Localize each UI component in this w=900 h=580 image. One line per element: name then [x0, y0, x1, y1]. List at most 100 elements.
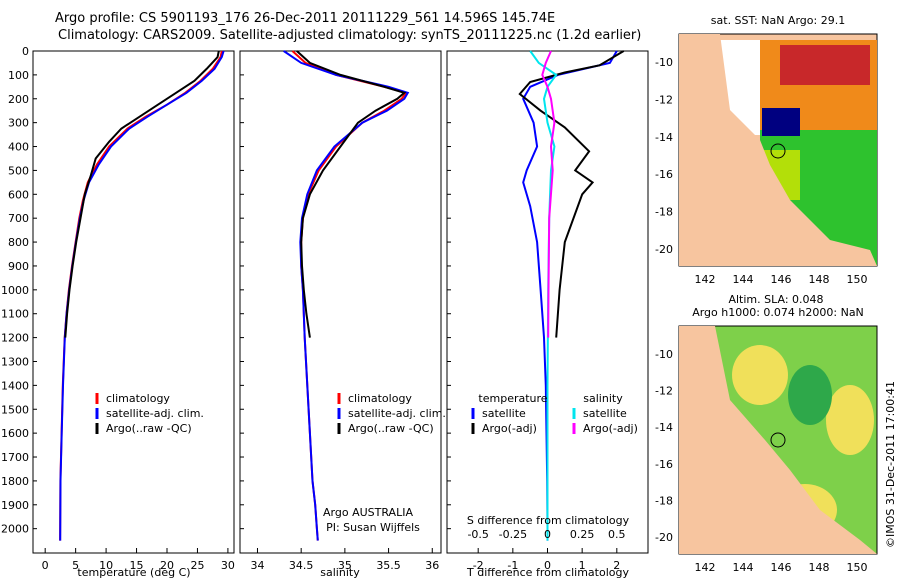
- sst-lon-tick-label: 142: [695, 273, 716, 286]
- diff-legend-s-title: salinity: [583, 392, 623, 405]
- sst-map-title: sat. SST: NaN Argo: 29.1: [711, 14, 845, 27]
- diff-x-tick-label: 1: [579, 559, 586, 572]
- sst-lat-tick-label: -16: [655, 168, 673, 181]
- sst-lon-tick-label: 150: [847, 273, 868, 286]
- temp-x-tick-label: 30: [221, 559, 235, 572]
- diff-series-3: [541, 50, 556, 338]
- depth-tick-label: 500: [8, 164, 29, 177]
- depth-tick-label: 700: [8, 212, 29, 225]
- sal-series-1: [283, 50, 410, 541]
- temp-x-tick-label: 10: [99, 559, 113, 572]
- temp-series-0: [59, 50, 223, 541]
- pi-note: PI: Susan Wijffels: [326, 521, 420, 534]
- sla-lat-tick-label: -16: [655, 458, 673, 471]
- sla-lon-tick-label: 146: [771, 561, 792, 574]
- diff-series-1: [518, 50, 625, 338]
- chart-title-line1: Argo profile: CS 5901193_176 26-Dec-2011…: [55, 11, 556, 26]
- depth-tick-label: 300: [8, 117, 29, 130]
- diff-xlabel-top: S difference from climatology: [467, 514, 630, 527]
- diff-legend-t-label: Argo(-adj): [482, 422, 537, 435]
- depth-tick-label: 1300: [1, 355, 29, 368]
- sla-lon-tick-label: 142: [695, 561, 716, 574]
- temp-x-tick-label: 5: [72, 559, 79, 572]
- depth-tick-label: 400: [8, 141, 29, 154]
- diff-s-tick-label: -0.25: [499, 528, 527, 541]
- sla-argo-marker: [770, 432, 786, 448]
- depth-tick-label: 1000: [1, 284, 29, 297]
- temp-x-tick-label: 25: [190, 559, 204, 572]
- sal-panel: 34 34.5 35 35.5 36: [239, 50, 442, 572]
- imos-credit: ©IMOS 31-Dec-2011 17:00:41: [884, 381, 897, 548]
- sal-series-2: [296, 50, 407, 338]
- diff-s-tick-label: 0.25: [570, 528, 595, 541]
- sst-lat-tick-label: -12: [655, 93, 673, 106]
- diff-x-tick-label: -2: [473, 559, 484, 572]
- diff-series-0: [522, 50, 618, 541]
- diff-legend-t-title: temperature: [478, 392, 547, 405]
- depth-tick-label: 800: [8, 236, 29, 249]
- sal-frame: [239, 50, 442, 554]
- depth-tick-label: 600: [8, 188, 29, 201]
- depth-tick-label: 1200: [1, 332, 29, 345]
- depth-tick-label: 100: [8, 69, 29, 82]
- sst-lat-tick-label: -14: [655, 131, 673, 144]
- temp-series-2: [64, 50, 220, 338]
- sla-green-blob: [788, 365, 832, 425]
- sla-lat-tick-label: -10: [655, 348, 673, 361]
- sla-map-title-2: Argo h1000: 0.074 h2000: NaN: [692, 306, 864, 319]
- sla-land-australia: [679, 326, 877, 554]
- diff-x-tick-label: 0: [544, 559, 551, 572]
- depth-tick-label: 1400: [1, 379, 29, 392]
- sal-legend-label: Argo(..raw -QC): [348, 422, 434, 435]
- depth-tick-label: 1100: [1, 308, 29, 321]
- sst-lon-tick-label: 146: [771, 273, 792, 286]
- temp-x-tick-label: 20: [160, 559, 174, 572]
- diff-xlabel-bottom: T difference from climatology: [466, 566, 629, 579]
- sal-x-tick-label: 36: [425, 559, 439, 572]
- sla-yellow-blob-1: [732, 345, 788, 405]
- sal-x-tick-label: 34: [250, 559, 264, 572]
- temp-xlabel: temperature (deg C): [77, 566, 190, 579]
- temp-x-tick-label: 15: [130, 559, 144, 572]
- sst-ocean-red: [780, 45, 870, 85]
- sst-map: [678, 33, 878, 267]
- sst-cloud-mask: [762, 108, 800, 136]
- sst-lat-tick-label: -18: [655, 206, 673, 219]
- diff-legend-t-label: satellite: [482, 407, 526, 420]
- sal-x-tick-label: 35.5: [376, 559, 401, 572]
- diff-legend-s-label: Argo(-adj): [583, 422, 638, 435]
- depth-tick-label: 200: [8, 93, 29, 106]
- sla-lat-tick-label: -12: [655, 385, 673, 398]
- diff-legend-s-label: satellite: [583, 407, 627, 420]
- sla-yellow-blob-2: [826, 385, 874, 455]
- sst-lat-tick-label: -10: [655, 56, 673, 69]
- chart-title-line2: Climatology: CARS2009. Satellite-adjuste…: [58, 28, 642, 43]
- sla-lon-tick-label: 150: [847, 561, 868, 574]
- sal-series-0: [291, 50, 408, 541]
- temp-frame: [32, 50, 235, 554]
- sal-x-tick-label: 34.5: [289, 559, 314, 572]
- depth-tick-label: 1500: [1, 403, 29, 416]
- diff-s-tick-label: -0.5: [467, 528, 488, 541]
- depth-tick-label: 1800: [1, 475, 29, 488]
- sla-lat-tick-label: -20: [655, 531, 673, 544]
- sst-land-australia: [679, 34, 877, 266]
- sst-lon-tick-label: 148: [809, 273, 830, 286]
- depth-tick-label: 2000: [1, 523, 29, 536]
- sla-lon-tick-label: 144: [733, 561, 754, 574]
- sst-lon-tick-label: 144: [733, 273, 754, 286]
- sla-lon-tick-label: 148: [809, 561, 830, 574]
- temp-legend-label: satellite-adj. clim.: [106, 407, 204, 420]
- diff-series-2: [529, 50, 558, 541]
- sal-legend-label: satellite-adj. clim.: [348, 407, 446, 420]
- diff-s-tick-label: 0: [544, 528, 551, 541]
- diff-s-tick-label: 0.5: [608, 528, 626, 541]
- diff-x-tick-label: 2: [613, 559, 620, 572]
- sla-map-title-1: Altim. SLA: 0.048: [728, 293, 823, 306]
- temp-panel: 0 5 10 15 20 25 30: [32, 50, 235, 572]
- sal-legend-label: climatology: [348, 392, 412, 405]
- sst-lat-tick-label: -20: [655, 243, 673, 256]
- sla-lat-tick-label: -18: [655, 494, 673, 507]
- diff-x-tick-label: -1: [507, 559, 518, 572]
